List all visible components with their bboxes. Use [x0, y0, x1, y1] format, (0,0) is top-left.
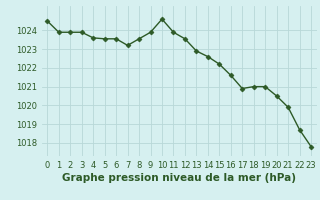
X-axis label: Graphe pression niveau de la mer (hPa): Graphe pression niveau de la mer (hPa) — [62, 173, 296, 183]
